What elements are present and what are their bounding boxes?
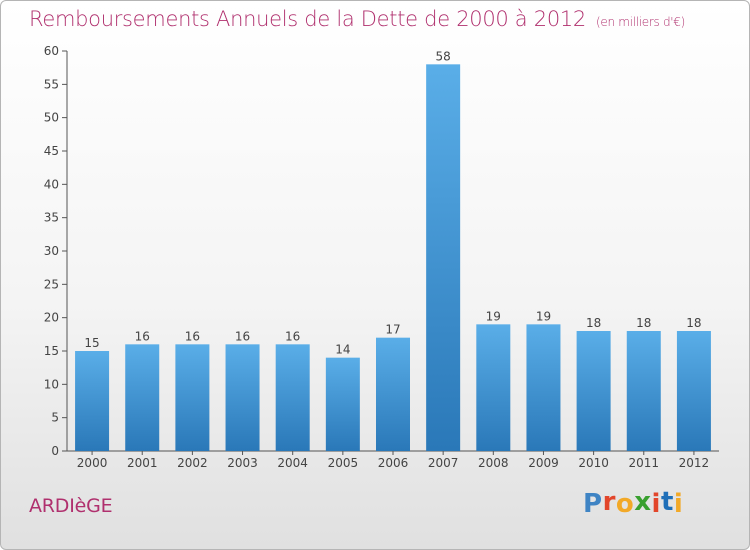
y-tick-label: 15 bbox=[44, 344, 59, 358]
bar-2010 bbox=[576, 331, 611, 451]
bar-value-label: 15 bbox=[84, 336, 99, 350]
y-tick-label: 60 bbox=[44, 44, 59, 58]
bar-2004 bbox=[275, 344, 310, 451]
x-tick-label: 2007 bbox=[428, 456, 459, 470]
chart-axes: 0 5 10 15 20 25 30 35 40 45 50 55 60 2000 2001 2002 2003… bbox=[44, 44, 719, 470]
y-tick-label: 0 bbox=[51, 444, 59, 458]
bar-2012 bbox=[676, 331, 711, 451]
bar-value-label: 19 bbox=[536, 309, 551, 323]
x-tick-label: 2006 bbox=[378, 456, 409, 470]
logo-letter: P bbox=[583, 489, 603, 519]
bar-value-label: 16 bbox=[235, 329, 250, 343]
bar-value-label: 19 bbox=[486, 309, 501, 323]
x-tick-label: 2004 bbox=[277, 456, 308, 470]
x-tick-label: 2011 bbox=[628, 456, 659, 470]
bar-2002 bbox=[175, 344, 210, 451]
bar-2001 bbox=[125, 344, 160, 451]
proxiti-logo[interactable]: Proxiti bbox=[583, 487, 684, 519]
chart-unit: (en milliers d'€) bbox=[596, 15, 686, 29]
logo-letter: t bbox=[660, 487, 674, 517]
chart-bars bbox=[75, 64, 711, 452]
y-tick-label: 45 bbox=[44, 144, 59, 158]
bar-value-label: 58 bbox=[436, 49, 451, 63]
x-tick-label: 2002 bbox=[177, 456, 208, 470]
bar-2008 bbox=[476, 324, 511, 451]
logo-letter: x bbox=[634, 487, 652, 517]
x-tick-label: 2012 bbox=[679, 456, 710, 470]
y-tick-label: 25 bbox=[44, 277, 59, 291]
x-tick-label: 2008 bbox=[478, 456, 509, 470]
bar-value-label: 14 bbox=[335, 343, 350, 357]
bar-value-label: 17 bbox=[385, 323, 400, 337]
y-tick-label: 30 bbox=[44, 244, 59, 258]
x-tick-label: 2000 bbox=[77, 456, 108, 470]
logo-letter: i bbox=[673, 489, 684, 519]
logo-letter: i bbox=[651, 489, 661, 519]
chart-title-text: Remboursements Annuels de la Dette de 20… bbox=[29, 7, 586, 31]
chart-data-labels: 15 16 16 16 16 14 17 58 19 19 18 18 18 bbox=[84, 49, 701, 356]
bar-2011 bbox=[626, 331, 661, 451]
town-name: ARDIèGE bbox=[29, 495, 113, 517]
x-tick-label: 2005 bbox=[328, 456, 359, 470]
x-tick-label: 2003 bbox=[227, 456, 258, 470]
bar-value-label: 18 bbox=[686, 316, 701, 330]
y-tick-label: 10 bbox=[44, 377, 59, 391]
bar-value-label: 16 bbox=[185, 329, 200, 343]
y-tick-label: 55 bbox=[44, 77, 59, 91]
bar-2005 bbox=[325, 357, 360, 451]
x-tick-label: 2010 bbox=[578, 456, 609, 470]
y-tick-label: 35 bbox=[44, 211, 59, 225]
bar-value-label: 16 bbox=[135, 329, 150, 343]
y-tick-label: 50 bbox=[44, 111, 59, 125]
y-tick-label: 20 bbox=[44, 311, 59, 325]
logo-letter: o bbox=[615, 489, 635, 519]
bar-2003 bbox=[225, 344, 260, 451]
y-tick-label: 5 bbox=[51, 411, 59, 425]
bar-2006 bbox=[376, 337, 410, 451]
bar-value-label: 18 bbox=[636, 316, 651, 330]
bar-2000 bbox=[75, 351, 110, 451]
x-tick-label: 2009 bbox=[528, 456, 559, 470]
bar-value-label: 16 bbox=[285, 329, 300, 343]
x-tick-label: 2001 bbox=[127, 456, 158, 470]
bar-value-label: 18 bbox=[586, 316, 601, 330]
y-tick-label: 40 bbox=[44, 177, 59, 191]
bar-2009 bbox=[526, 324, 561, 451]
bar-2007 bbox=[426, 64, 461, 452]
logo-letter: r bbox=[602, 487, 616, 517]
chart-title: Remboursements Annuels de la Dette de 20… bbox=[29, 7, 685, 31]
